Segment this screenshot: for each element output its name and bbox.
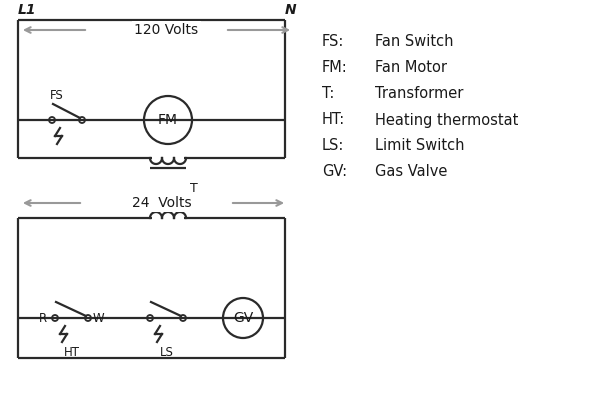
Text: FM: FM	[158, 113, 178, 127]
Text: T:: T:	[322, 86, 335, 102]
Text: Limit Switch: Limit Switch	[375, 138, 464, 154]
Text: LS:: LS:	[322, 138, 345, 154]
Text: Heating thermostat: Heating thermostat	[375, 112, 519, 128]
Text: T: T	[190, 182, 198, 194]
Text: GV: GV	[233, 311, 253, 325]
Text: Transformer: Transformer	[375, 86, 463, 102]
Text: GV:: GV:	[322, 164, 347, 180]
Text: LS: LS	[159, 346, 173, 359]
Text: FS: FS	[50, 89, 64, 102]
Text: 120 Volts: 120 Volts	[135, 23, 199, 37]
Text: N: N	[285, 3, 297, 17]
Text: HT:: HT:	[322, 112, 345, 128]
Text: 24  Volts: 24 Volts	[132, 196, 191, 210]
Text: Fan Switch: Fan Switch	[375, 34, 454, 50]
Text: W: W	[93, 312, 104, 324]
Text: R: R	[39, 312, 47, 324]
Text: L1: L1	[18, 3, 37, 17]
Text: Fan Motor: Fan Motor	[375, 60, 447, 76]
Text: FM:: FM:	[322, 60, 348, 76]
Text: Gas Valve: Gas Valve	[375, 164, 447, 180]
Text: FS:: FS:	[322, 34, 345, 50]
Text: HT: HT	[64, 346, 80, 359]
